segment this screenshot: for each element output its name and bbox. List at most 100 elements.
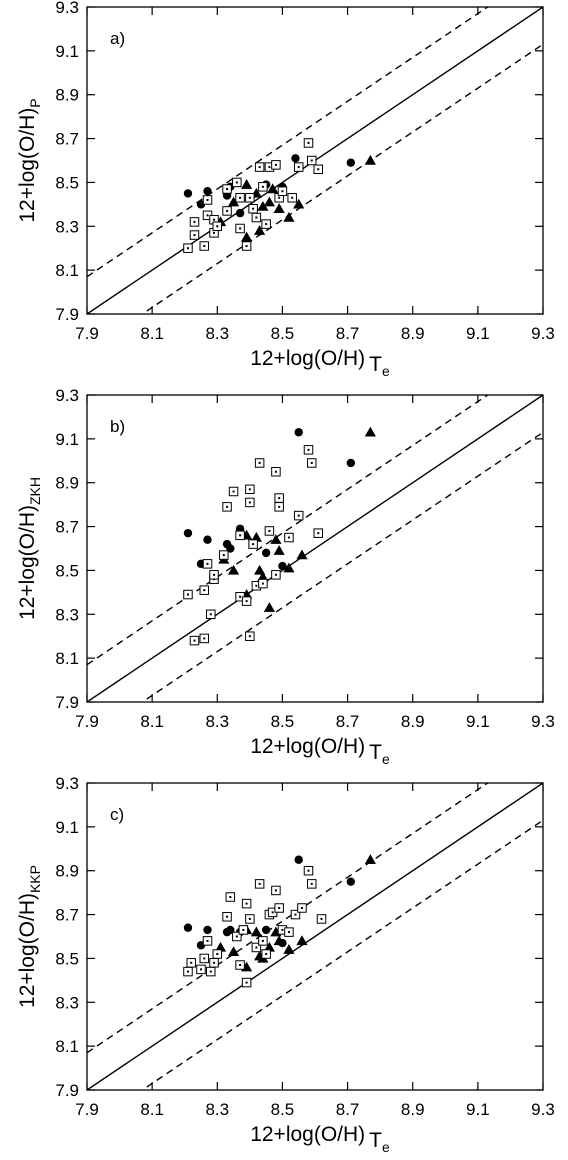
square-point-dot bbox=[206, 562, 209, 565]
square-point-dot bbox=[186, 247, 189, 250]
x-tick-label: 8.1 bbox=[140, 324, 164, 343]
y-tick-label: 8.3 bbox=[55, 217, 79, 236]
x-tick-label: 7.9 bbox=[75, 712, 99, 731]
circle-point bbox=[261, 548, 271, 558]
chart-panel-1: 7.9 8.1 8.3 8.5 8.7 8.9 9.1 9.3 7.9 8.1 8.3 8.5 8.7 8… bbox=[16, 0, 555, 379]
offset-dashed-line bbox=[87, 7, 489, 278]
square-point-dot bbox=[307, 448, 310, 451]
square-point-dot bbox=[226, 915, 229, 918]
square-point-dot bbox=[248, 501, 251, 504]
triangle-point bbox=[257, 200, 269, 211]
x-axis-title-subsub: e bbox=[382, 751, 390, 767]
square-point-dot bbox=[245, 245, 248, 248]
square-point-dot bbox=[206, 214, 209, 217]
one-to-one-line bbox=[87, 395, 543, 702]
square-point-dot bbox=[226, 188, 229, 191]
square-point-dot bbox=[206, 198, 209, 201]
square-point-dot bbox=[274, 470, 277, 473]
x-tick-label: 8.5 bbox=[271, 712, 295, 731]
triangle-point bbox=[263, 602, 275, 612]
y-axis-title-sub: ZKH bbox=[27, 477, 43, 505]
triangle-point bbox=[273, 935, 285, 946]
square-point-dot bbox=[255, 584, 258, 587]
y-tick-label: 7.9 bbox=[55, 693, 79, 712]
triangle-point bbox=[296, 935, 308, 946]
square-point-dot bbox=[320, 917, 323, 920]
y-axis-title: 12+log(O/H)P bbox=[16, 98, 43, 222]
square-point-dot bbox=[261, 185, 264, 188]
circle-point bbox=[261, 925, 271, 935]
plot-frame bbox=[86, 782, 544, 1091]
triangle-point bbox=[257, 571, 269, 582]
square-point-dot bbox=[252, 543, 255, 546]
x-tick-label: 9.3 bbox=[531, 712, 555, 731]
x-tick-label: 8.3 bbox=[205, 712, 229, 731]
x-axis-title: 12+log(O/H) Te bbox=[250, 735, 390, 767]
square-point-dot bbox=[317, 168, 320, 171]
square-point-dot bbox=[203, 957, 206, 960]
square-point-dot bbox=[310, 882, 313, 885]
y-tick-label: 9.3 bbox=[55, 774, 79, 793]
square-point-dot bbox=[297, 514, 300, 517]
square-point-dot bbox=[297, 166, 300, 169]
square-point-dot bbox=[258, 882, 261, 885]
square-point-dot bbox=[258, 461, 261, 464]
square-point-dot bbox=[213, 961, 216, 964]
square-point-dot bbox=[255, 216, 258, 219]
square-point-dot bbox=[271, 911, 274, 914]
triangle-point bbox=[214, 941, 227, 952]
square-point-dot bbox=[248, 196, 251, 199]
x-tick-label: 8.9 bbox=[401, 712, 425, 731]
x-tick-label: 9.1 bbox=[466, 712, 490, 731]
y-tick-label: 7.9 bbox=[55, 305, 79, 324]
square-point-dot bbox=[226, 505, 229, 508]
triangle-point bbox=[296, 549, 308, 560]
square-point-dot bbox=[193, 220, 196, 223]
square-point-dot bbox=[239, 534, 242, 537]
square-point-dot bbox=[235, 181, 238, 184]
x-axis-title-main: 12+log(O/H) bbox=[250, 347, 365, 370]
x-tick-label: 7.9 bbox=[75, 1100, 99, 1119]
square-point-dot bbox=[278, 497, 281, 500]
square-point-dot bbox=[213, 218, 216, 221]
square-point-dot bbox=[245, 981, 248, 984]
y-tick-label: 8.5 bbox=[55, 561, 79, 580]
x-tick-label: 9.3 bbox=[531, 1100, 555, 1119]
y-tick-label: 8.5 bbox=[55, 173, 79, 192]
circle-point bbox=[346, 877, 356, 886]
square-point-dot bbox=[248, 917, 251, 920]
square-point-dot bbox=[239, 227, 242, 230]
y-tick-label: 9.1 bbox=[55, 430, 79, 449]
circle-point bbox=[291, 154, 300, 163]
square-point-dot bbox=[252, 207, 255, 210]
circle-point bbox=[183, 189, 193, 198]
square-point-dot bbox=[229, 896, 232, 899]
panel-label: c) bbox=[110, 805, 124, 824]
triangle-point bbox=[227, 946, 240, 957]
circle-point bbox=[294, 428, 303, 437]
offset-dashed-line bbox=[141, 431, 543, 702]
circle-point bbox=[294, 855, 303, 864]
triangle-point bbox=[270, 534, 282, 544]
square-point-dot bbox=[203, 245, 206, 248]
x-tick-label: 9.1 bbox=[466, 324, 490, 343]
x-axis-title-sub: T bbox=[369, 1129, 382, 1152]
square-point-dot bbox=[278, 196, 281, 199]
square-point-dot bbox=[265, 223, 268, 226]
square-point-dot bbox=[268, 166, 271, 169]
triangle-point bbox=[364, 154, 376, 165]
square-point-dot bbox=[281, 190, 284, 193]
y-axis-title-sub: KKP bbox=[27, 865, 43, 893]
square-point-dot bbox=[222, 554, 225, 557]
chart-panel-3: 7.9 8.1 8.3 8.5 8.7 8.9 9.1 9.3 7.9 8.1 8.3 8.5 8.7 8… bbox=[16, 774, 555, 1155]
x-tick-label: 8.1 bbox=[140, 1100, 164, 1119]
y-axis-title-main: 12+log(O/H) bbox=[16, 505, 39, 620]
circle-point bbox=[235, 208, 245, 218]
square-point-dot bbox=[310, 461, 313, 464]
x-tick-label: 8.9 bbox=[401, 324, 425, 343]
x-tick-label: 7.9 bbox=[75, 324, 99, 343]
square-point-dot bbox=[193, 234, 196, 237]
square-point-dot bbox=[291, 196, 294, 199]
square-point-dot bbox=[190, 961, 193, 964]
square-point-dot bbox=[239, 964, 242, 967]
